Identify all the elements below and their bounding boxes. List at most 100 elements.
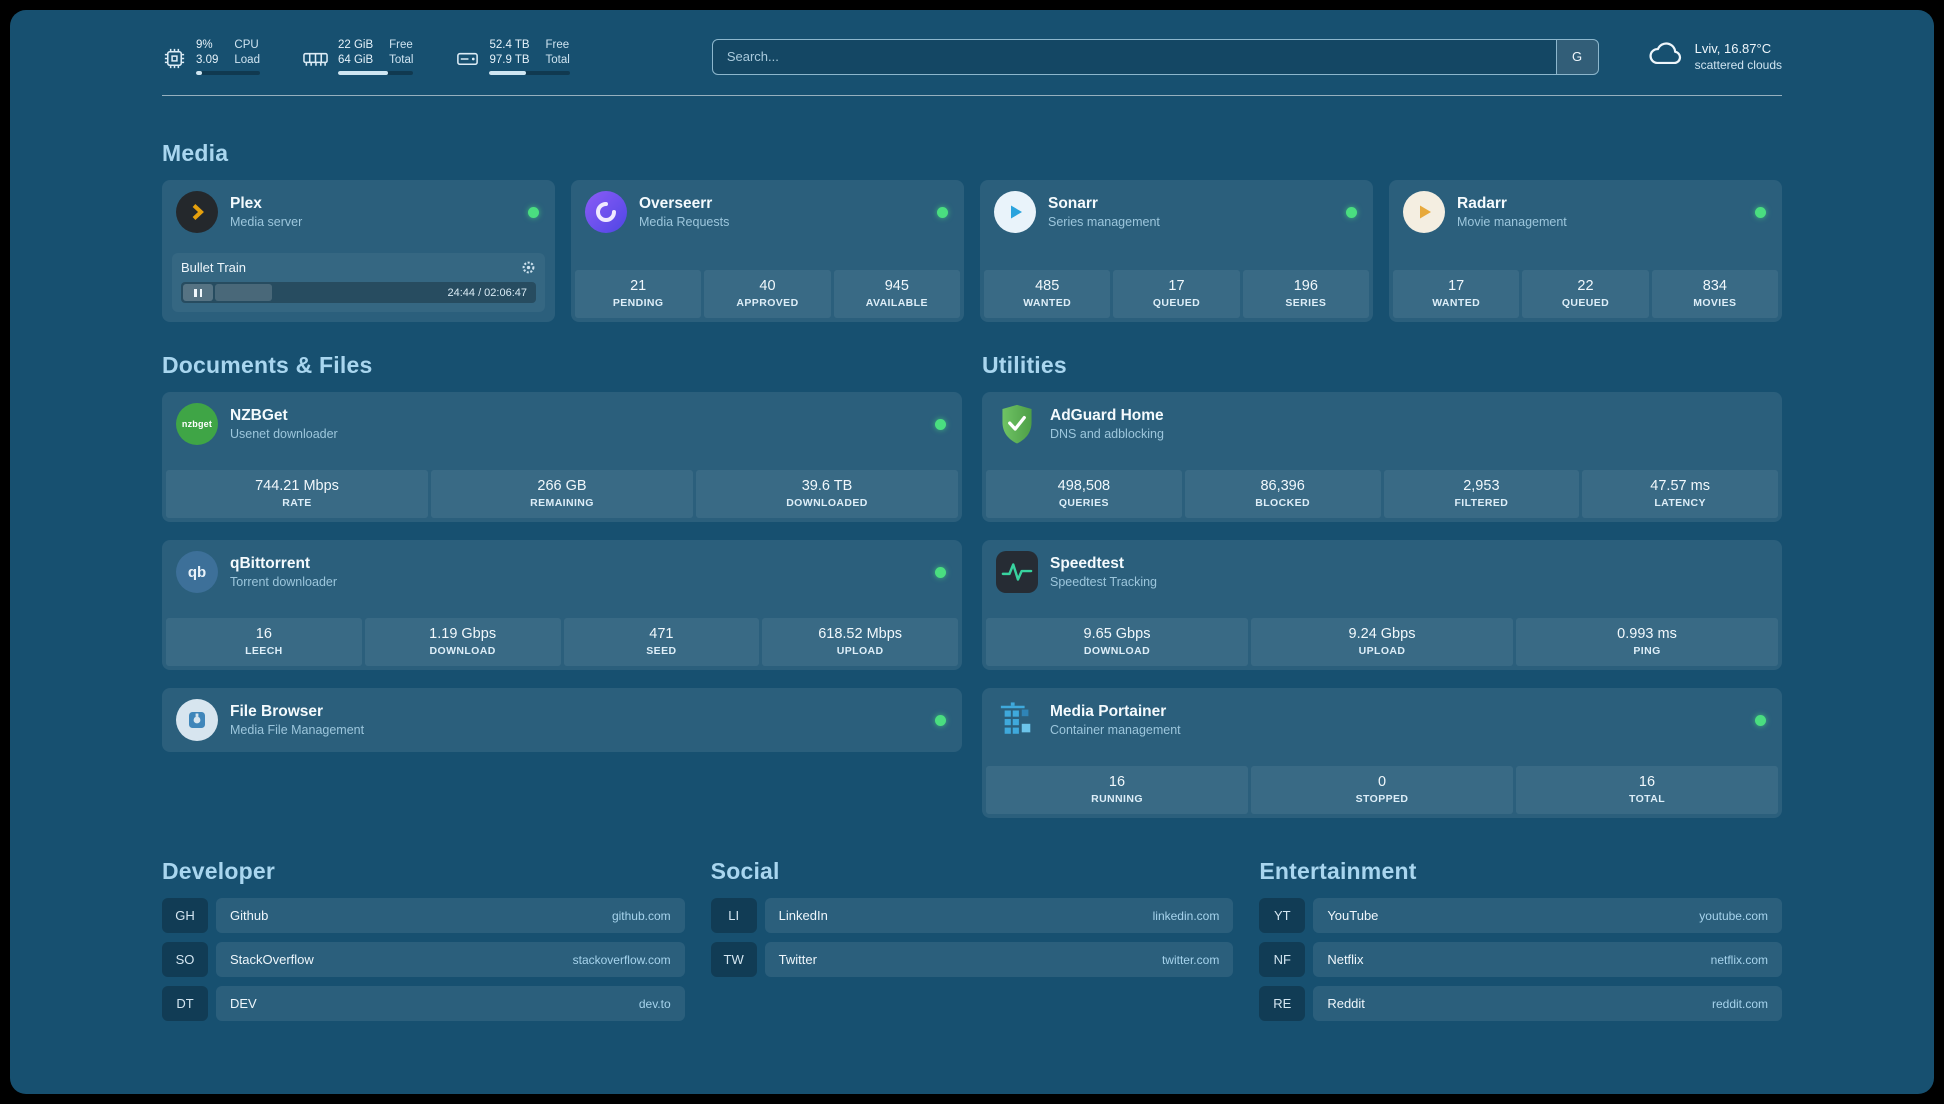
bookmarks-entertainment: Entertainment YT YouTube youtube.com NF … — [1259, 858, 1782, 1030]
cpu-load-label: Load — [234, 54, 260, 66]
search-engine-button[interactable]: G — [1555, 39, 1598, 74]
speedtest-icon — [996, 551, 1038, 593]
stat-total: 16 TOTAL — [1516, 766, 1778, 814]
cpu-monitor: 9% CPU 3.09 Load — [162, 38, 260, 75]
service-subtitle: Media Requests — [639, 215, 730, 229]
qbittorrent-card[interactable]: qb qBittorrent Torrent downloader 16 LEE… — [162, 540, 962, 670]
service-name: File Browser — [230, 703, 324, 720]
bookmark-domain: stackoverflow.com — [572, 952, 671, 967]
service-name: Plex — [230, 195, 262, 212]
entertainment-section-title: Entertainment — [1259, 858, 1417, 884]
stat-queued: 17 QUEUED — [1113, 270, 1240, 318]
top-bar: 9% CPU 3.09 Load — [10, 10, 1934, 75]
bookmarks-social: Social LI LinkedIn linkedin.com TW Twitt… — [710, 858, 1234, 1030]
weather-condition: scattered clouds — [1694, 57, 1782, 72]
status-dot — [935, 566, 946, 578]
disk-total: 97.9 TB — [489, 54, 530, 66]
stat-approved: 40 APPROVED — [704, 270, 831, 318]
gear-icon[interactable] — [521, 260, 536, 275]
bookmark-domain: dev.to — [638, 996, 671, 1011]
bookmark-abbr: LI — [710, 898, 757, 933]
service-name: Radarr — [1457, 195, 1507, 212]
bookmark-twitter[interactable]: TW Twitter twitter.com — [710, 942, 1234, 977]
bookmark-name: Github — [230, 908, 269, 923]
bookmark-abbr: DT — [162, 986, 208, 1021]
cloud-icon — [1647, 39, 1685, 74]
bookmark-youtube[interactable]: YT YouTube youtube.com — [1259, 898, 1782, 933]
playback-progress-bar[interactable]: 24:44 / 02:06:47 — [181, 282, 536, 303]
radarr-card[interactable]: Radarr Movie management 17 WANTED 22 QUE… — [1389, 180, 1782, 322]
stat-movies: 834 MOVIES — [1651, 270, 1778, 318]
bookmark-abbr: SO — [162, 942, 208, 977]
developer-section-title: Developer — [162, 858, 276, 884]
stat-stopped: 0 STOPPED — [1251, 766, 1513, 814]
bookmark-linkedin[interactable]: LI LinkedIn linkedin.com — [710, 898, 1234, 933]
bookmark-domain: twitter.com — [1161, 952, 1220, 967]
speedtest-card[interactable]: Speedtest Speedtest Tracking 9.65 Gbps D… — [982, 540, 1782, 670]
overseerr-card[interactable]: Overseerr Media Requests 21 PENDING 40 A… — [571, 180, 964, 322]
bookmark-name: DEV — [230, 996, 257, 1011]
sonarr-icon — [994, 191, 1036, 233]
service-name: AdGuard Home — [1050, 407, 1164, 424]
bookmark-name: Netflix — [1327, 952, 1364, 967]
radarr-icon — [1403, 191, 1445, 233]
service-subtitle: DNS and adblocking — [1050, 427, 1164, 441]
bookmark-reddit[interactable]: RE Reddit reddit.com — [1259, 986, 1782, 1021]
documents-section-title: Documents & Files — [162, 352, 373, 378]
bookmark-name: LinkedIn — [778, 908, 828, 923]
filebrowser-card[interactable]: File Browser Media File Management — [162, 688, 962, 752]
system-monitors: 9% CPU 3.09 Load — [162, 38, 570, 75]
bookmark-abbr: TW — [710, 942, 757, 977]
bookmark-abbr: YT — [1259, 898, 1306, 933]
bookmark-github[interactable]: GH Github github.com — [162, 898, 685, 933]
stat-ping: 0.993 ms PING — [1516, 618, 1778, 666]
disk-progress-bar — [489, 71, 570, 75]
bookmark-stackoverflow[interactable]: SO StackOverflow stackoverflow.com — [162, 942, 685, 977]
cpu-label: CPU — [234, 39, 259, 51]
weather-location: Lviv, 16.87°C — [1694, 40, 1772, 56]
topbar-divider — [162, 95, 1782, 96]
section-media: Media Plex Media server — [162, 140, 1782, 322]
pause-button[interactable] — [183, 284, 213, 301]
stat-download: 1.19 Gbps DOWNLOAD — [364, 618, 561, 666]
stat-upload: 618.52 Mbps UPLOAD — [762, 618, 958, 666]
status-dot — [1346, 206, 1357, 218]
status-dot — [937, 206, 948, 218]
section-documents: Documents & Files nzbget NZBGet Usenet d… — [162, 352, 962, 818]
stat-rate: 744.21 Mbps RATE — [166, 470, 428, 518]
playback-time: 24:44 / 02:06:47 — [447, 286, 527, 299]
stat-downloaded: 39.6 TB DOWNLOADED — [696, 470, 958, 518]
stat-filtered: 2,953 FILTERED — [1383, 470, 1580, 518]
stat-download: 9.65 Gbps DOWNLOAD — [986, 618, 1248, 666]
adguard-card[interactable]: AdGuard Home DNS and adblocking 498,508 … — [982, 392, 1782, 522]
sonarr-card[interactable]: Sonarr Series management 485 WANTED 17 Q… — [980, 180, 1373, 322]
service-subtitle: Speedtest Tracking — [1050, 575, 1158, 589]
cpu-load: 3.09 — [196, 54, 219, 66]
overseerr-icon — [585, 191, 627, 233]
bookmark-netflix[interactable]: NF Netflix netflix.com — [1259, 942, 1782, 977]
stat-upload: 9.24 Gbps UPLOAD — [1251, 618, 1513, 666]
nzbget-card[interactable]: nzbget NZBGet Usenet downloader 744.21 M… — [162, 392, 962, 522]
plex-card[interactable]: Plex Media server Bullet Train — [162, 180, 555, 322]
cpu-progress-bar — [196, 71, 260, 75]
portainer-card[interactable]: Media Portainer Container management 16 … — [982, 688, 1782, 818]
service-subtitle: Usenet downloader — [230, 427, 338, 441]
social-section-title: Social — [710, 858, 780, 884]
service-name: Sonarr — [1048, 195, 1098, 212]
cpu-usage: 9% — [196, 39, 213, 51]
search-input[interactable] — [712, 39, 1556, 74]
stat-wanted: 485 WANTED — [984, 270, 1111, 318]
service-name: Speedtest — [1050, 555, 1125, 572]
bookmark-abbr: NF — [1259, 942, 1306, 977]
portainer-icon — [996, 699, 1038, 741]
ram-icon — [302, 46, 329, 71]
disk-free: 52.4 TB — [489, 39, 530, 51]
search-bar[interactable]: G — [711, 38, 1599, 75]
filebrowser-icon — [176, 699, 218, 741]
nzbget-icon: nzbget — [176, 403, 218, 445]
plex-icon — [176, 191, 218, 233]
bookmark-dev[interactable]: DT DEV dev.to — [162, 986, 685, 1021]
bookmark-domain: youtube.com — [1699, 908, 1768, 923]
bookmark-name: Twitter — [778, 952, 817, 967]
disk-icon — [455, 46, 480, 71]
